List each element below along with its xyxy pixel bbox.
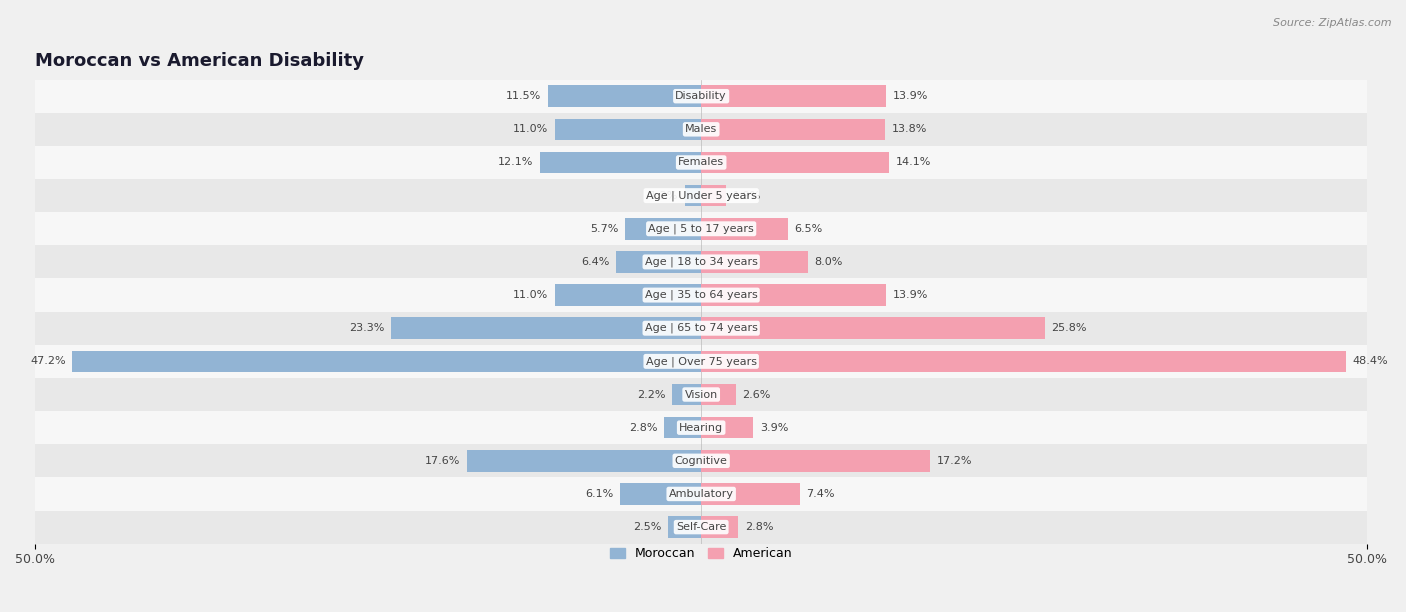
Bar <box>620 483 702 505</box>
Bar <box>702 483 800 505</box>
Text: Source: ZipAtlas.com: Source: ZipAtlas.com <box>1274 18 1392 28</box>
Text: 1.2%: 1.2% <box>650 190 679 201</box>
Bar <box>554 285 702 306</box>
Text: 23.3%: 23.3% <box>349 323 384 333</box>
Text: 13.8%: 13.8% <box>891 124 927 134</box>
Text: 47.2%: 47.2% <box>30 356 66 367</box>
Bar <box>35 444 1368 477</box>
Text: 2.5%: 2.5% <box>633 522 661 532</box>
Bar <box>35 245 1368 278</box>
Bar <box>702 517 738 538</box>
Text: 14.1%: 14.1% <box>896 157 931 168</box>
Text: Males: Males <box>685 124 717 134</box>
Text: Ambulatory: Ambulatory <box>669 489 734 499</box>
Bar <box>702 384 735 405</box>
Bar <box>35 146 1368 179</box>
Text: Moroccan vs American Disability: Moroccan vs American Disability <box>35 52 364 70</box>
Bar <box>391 318 702 339</box>
Bar <box>35 510 1368 543</box>
Text: 3.9%: 3.9% <box>759 423 789 433</box>
Text: 2.8%: 2.8% <box>628 423 657 433</box>
Bar <box>702 218 787 239</box>
Legend: Moroccan, American: Moroccan, American <box>605 542 797 565</box>
Bar <box>35 378 1368 411</box>
Text: 13.9%: 13.9% <box>893 290 928 300</box>
Text: Females: Females <box>678 157 724 168</box>
Bar <box>702 152 889 173</box>
Text: Age | 5 to 17 years: Age | 5 to 17 years <box>648 223 754 234</box>
Bar <box>702 185 727 206</box>
Bar <box>35 212 1368 245</box>
Text: 11.0%: 11.0% <box>513 290 548 300</box>
Bar <box>35 312 1368 345</box>
Text: 6.1%: 6.1% <box>585 489 613 499</box>
Text: 2.8%: 2.8% <box>745 522 773 532</box>
Text: 6.4%: 6.4% <box>581 257 609 267</box>
Text: Self-Care: Self-Care <box>676 522 727 532</box>
Text: Age | Under 5 years: Age | Under 5 years <box>645 190 756 201</box>
Text: Cognitive: Cognitive <box>675 456 728 466</box>
Bar <box>702 119 884 140</box>
Text: 6.5%: 6.5% <box>794 224 823 234</box>
Bar <box>668 517 702 538</box>
Text: Age | Over 75 years: Age | Over 75 years <box>645 356 756 367</box>
Text: Vision: Vision <box>685 389 718 400</box>
Text: 2.6%: 2.6% <box>742 389 770 400</box>
Bar <box>35 113 1368 146</box>
Bar <box>626 218 702 239</box>
Bar <box>467 450 702 472</box>
Bar <box>35 411 1368 444</box>
Bar <box>35 345 1368 378</box>
Bar <box>702 285 886 306</box>
Bar <box>540 152 702 173</box>
Text: 2.2%: 2.2% <box>637 389 665 400</box>
Text: Age | 18 to 34 years: Age | 18 to 34 years <box>645 256 758 267</box>
Text: 12.1%: 12.1% <box>498 157 533 168</box>
Text: 25.8%: 25.8% <box>1052 323 1087 333</box>
Bar <box>702 450 931 472</box>
Text: Age | 65 to 74 years: Age | 65 to 74 years <box>645 323 758 334</box>
Bar <box>672 384 702 405</box>
Text: Disability: Disability <box>675 91 727 101</box>
Text: 17.6%: 17.6% <box>425 456 460 466</box>
Text: 5.7%: 5.7% <box>591 224 619 234</box>
Text: 17.2%: 17.2% <box>936 456 973 466</box>
Text: Hearing: Hearing <box>679 423 723 433</box>
Bar <box>702 417 754 438</box>
Bar <box>72 351 702 372</box>
Text: 48.4%: 48.4% <box>1353 356 1388 367</box>
Text: 11.0%: 11.0% <box>513 124 548 134</box>
Text: 13.9%: 13.9% <box>893 91 928 101</box>
Bar <box>35 179 1368 212</box>
Bar <box>35 80 1368 113</box>
Bar <box>664 417 702 438</box>
Bar <box>702 318 1045 339</box>
Bar <box>554 119 702 140</box>
Text: 11.5%: 11.5% <box>506 91 541 101</box>
Text: Age | 35 to 64 years: Age | 35 to 64 years <box>645 290 758 300</box>
Text: 8.0%: 8.0% <box>814 257 842 267</box>
Bar <box>35 477 1368 510</box>
Bar <box>702 351 1346 372</box>
Text: 7.4%: 7.4% <box>807 489 835 499</box>
Bar <box>548 86 702 107</box>
Text: 1.9%: 1.9% <box>733 190 762 201</box>
Bar <box>702 251 808 273</box>
Bar <box>616 251 702 273</box>
Bar <box>685 185 702 206</box>
Bar <box>35 278 1368 312</box>
Bar <box>702 86 886 107</box>
